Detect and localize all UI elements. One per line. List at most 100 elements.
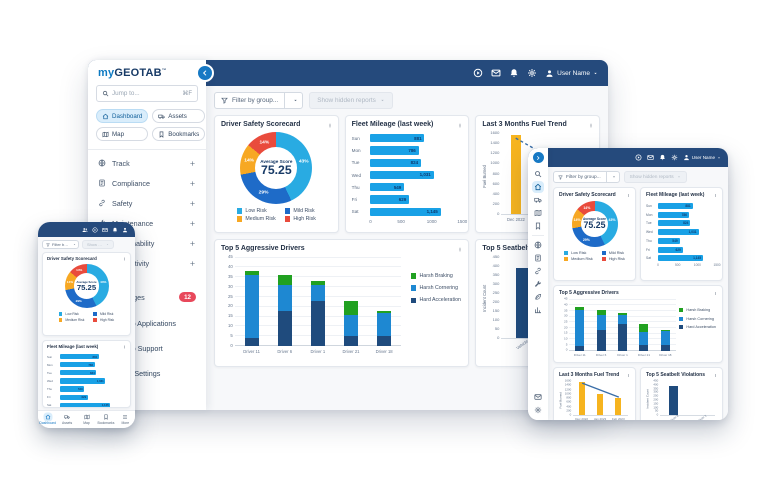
bottom-nav-dashboard[interactable]: Dashboard	[38, 411, 57, 428]
group-filter-select[interactable]: Filter by group...	[214, 92, 304, 109]
category-label: Dec 2022	[575, 416, 589, 421]
bell-icon[interactable]	[659, 154, 666, 161]
axis-tick: 35	[564, 308, 568, 313]
search-input[interactable]: Jump to... ⌘F	[96, 85, 198, 102]
search-icon[interactable]	[534, 170, 542, 178]
kebab-menu-icon[interactable]	[627, 372, 630, 379]
rail-item-map[interactable]	[534, 209, 542, 217]
pill-bookmarks[interactable]: Bookmarks	[152, 127, 206, 141]
bar: 629	[370, 195, 409, 204]
kebab-menu-icon[interactable]	[714, 290, 717, 297]
bar-slot	[573, 381, 591, 415]
category-label: Driver 18	[375, 349, 393, 355]
sidebar-item-track[interactable]: Track	[88, 153, 206, 173]
plus-icon[interactable]	[189, 220, 196, 227]
bars	[573, 381, 628, 415]
bar-value: 881	[414, 135, 422, 141]
bar: 824	[370, 158, 421, 167]
mail-icon[interactable]	[491, 68, 501, 78]
plus-icon[interactable]	[189, 200, 196, 207]
user-menu[interactable]: User Name	[683, 154, 721, 161]
card-title: Top 5 Aggressive Drivers	[221, 245, 305, 252]
help-tutorial-icon[interactable]	[473, 68, 483, 78]
bar-value: 786	[408, 147, 416, 153]
donut-percent-label: 14%	[583, 205, 591, 210]
plus-icon[interactable]	[189, 240, 196, 247]
rail-item-productivity[interactable]	[534, 306, 542, 314]
bar-row: Tue 824	[646, 220, 717, 228]
legend-swatch	[284, 216, 291, 222]
axis-tick: 800	[492, 170, 500, 176]
rail-item-compliance[interactable]	[534, 254, 542, 262]
card-title: Driver Safety Scorecard	[47, 256, 97, 261]
sidebar-collapse-button[interactable]	[196, 64, 214, 82]
card-title: Fleet Mileage (last week)	[351, 121, 434, 128]
group-filter-select[interactable]: Filter by group...	[553, 171, 620, 183]
sidebar-item-compliance[interactable]: Compliance	[88, 173, 206, 193]
kebab-menu-icon[interactable]	[714, 192, 717, 199]
bottom-nav-map[interactable]: Map	[77, 411, 96, 428]
mail-icon[interactable]	[102, 227, 108, 233]
plus-icon[interactable]	[189, 180, 196, 187]
help-tutorial-icon[interactable]	[635, 154, 642, 161]
rail-item-track[interactable]	[534, 241, 542, 249]
user-icon[interactable]	[122, 227, 128, 233]
funnel-icon	[221, 97, 228, 104]
x-axis: Dec 2022 Jan 2023 Feb 2023	[573, 415, 628, 421]
sidebar-item-safety[interactable]: Safety	[88, 193, 206, 213]
category-label: Fri	[351, 197, 358, 202]
plus-icon[interactable]	[189, 160, 196, 167]
kebab-menu-icon[interactable]	[589, 121, 593, 130]
kebab-menu-icon[interactable]	[123, 256, 126, 262]
group-filter-select[interactable]: Filter by group...	[42, 240, 79, 249]
bar-row: Fri 629	[352, 194, 463, 205]
bottom-nav-assets[interactable]: Assets	[57, 411, 76, 428]
people-icon[interactable]	[82, 227, 88, 233]
bar-row: Thu 549	[47, 386, 126, 393]
legend-swatch	[93, 318, 97, 322]
rail-item-bookmarks[interactable]	[534, 222, 542, 230]
show-hidden-reports-button[interactable]: Show hidden reports	[623, 171, 687, 183]
show-hidden-reports-button[interactable]: Show hidden reports	[82, 240, 114, 249]
kebab-menu-icon[interactable]	[328, 121, 332, 130]
user-menu[interactable]: User Name	[545, 69, 598, 78]
legend-swatch	[58, 312, 63, 316]
rail-item-dashboard[interactable]	[534, 183, 542, 191]
bottom-nav-more[interactable]: More	[116, 411, 135, 428]
bar-segment	[310, 285, 325, 301]
help-tutorial-icon[interactable]	[92, 226, 98, 233]
category-label: Fri	[47, 395, 51, 400]
pill-assets[interactable]: Assets	[152, 109, 206, 123]
kebab-menu-icon[interactable]	[714, 372, 717, 379]
axis-tick: 25	[564, 319, 568, 324]
pill-dashboard[interactable]: Dashboard	[96, 109, 149, 123]
gear-icon[interactable]	[527, 68, 537, 78]
kebab-menu-icon[interactable]	[458, 121, 462, 130]
gear-icon[interactable]	[671, 154, 678, 161]
rail-item-assets[interactable]	[534, 196, 542, 204]
kebab-menu-icon[interactable]	[123, 344, 126, 350]
bell-icon[interactable]	[509, 68, 519, 78]
pill-map[interactable]: Map	[96, 127, 149, 141]
trend-line	[573, 381, 628, 415]
plus-icon[interactable]	[189, 260, 196, 267]
bar-segment	[618, 315, 627, 325]
kebab-menu-icon[interactable]	[458, 245, 462, 254]
rail-item-settings[interactable]	[534, 406, 542, 414]
divider	[284, 93, 286, 108]
show-hidden-reports-button[interactable]: Show hidden reports	[309, 92, 393, 109]
rail-item-sustainability[interactable]	[534, 293, 542, 301]
bar-slot	[501, 257, 545, 339]
bottom-nav-bookmarks[interactable]: Bookmarks	[96, 411, 115, 428]
mail-icon[interactable]	[647, 154, 654, 161]
category-label: Mon	[351, 148, 361, 153]
filter-bar: Filter by group... Show hidden reports	[42, 240, 131, 249]
legend-item: Harsh Cornering	[410, 285, 461, 291]
rail-item-maintenance[interactable]	[534, 280, 542, 288]
kebab-menu-icon[interactable]	[627, 192, 630, 199]
rail-item-messages[interactable]	[534, 393, 542, 401]
rail-item-safety[interactable]	[534, 267, 542, 275]
sidebar-expand-button[interactable]	[531, 151, 545, 164]
bell-icon[interactable]	[112, 227, 118, 233]
